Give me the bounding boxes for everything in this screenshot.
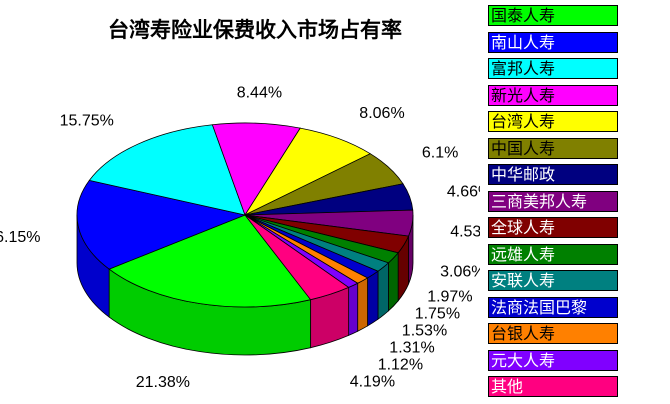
legend-label: 元大人寿 bbox=[491, 350, 556, 370]
legend-item: 南山人寿 bbox=[479, 29, 668, 56]
legend-label: 南山人寿 bbox=[491, 32, 556, 52]
data-label: 15.75% bbox=[60, 112, 114, 129]
pie-slice bbox=[244, 214, 350, 301]
pie-slice-side bbox=[357, 277, 368, 332]
data-label: 21.38% bbox=[136, 374, 190, 391]
pie-sides bbox=[76, 214, 414, 356]
legend-item: 全球人寿 bbox=[479, 214, 668, 241]
pie-slice bbox=[76, 179, 247, 270]
pie-slice bbox=[211, 122, 301, 216]
legend-item: 其他 bbox=[479, 373, 668, 400]
legend-item: 法商法国巴黎 bbox=[479, 294, 668, 321]
legend-swatch bbox=[488, 58, 618, 79]
legend-label: 中国人寿 bbox=[491, 138, 556, 158]
legend-label: 新光人寿 bbox=[491, 85, 556, 105]
legend-swatch bbox=[488, 243, 618, 265]
legend-swatch bbox=[488, 31, 618, 53]
legend-item: 台银人寿 bbox=[479, 320, 668, 347]
legend-item: 新光人寿 bbox=[479, 82, 668, 109]
data-label: 1.12% bbox=[378, 356, 423, 373]
legend-label: 其他 bbox=[491, 377, 524, 396]
pie-slice bbox=[88, 124, 246, 216]
legend-swatch bbox=[488, 84, 618, 106]
pie-slice bbox=[108, 214, 312, 308]
legend-item: 安联人寿 bbox=[479, 267, 668, 294]
legend-item: 元大人寿 bbox=[479, 347, 668, 374]
legend-swatch bbox=[488, 111, 618, 132]
legend-item: 中国人寿 bbox=[479, 135, 668, 162]
legend-swatch bbox=[488, 5, 618, 26]
legend-label: 安联人寿 bbox=[491, 271, 556, 290]
legend-item: 富邦人寿 bbox=[479, 55, 668, 82]
data-label: 1.31% bbox=[389, 339, 434, 356]
legend-swatch bbox=[488, 137, 618, 159]
legend-swatch bbox=[488, 164, 618, 185]
legend-label: 全球人寿 bbox=[491, 218, 556, 237]
data-label: 1.53% bbox=[402, 322, 447, 339]
legend-label: 中华邮政 bbox=[491, 165, 556, 184]
legend-swatch bbox=[488, 349, 618, 371]
legend-item: 国泰人寿 bbox=[479, 2, 668, 29]
data-label: 1.97% bbox=[427, 288, 472, 305]
legend-label: 台湾人寿 bbox=[491, 112, 556, 131]
legend-item: 远雄人寿 bbox=[479, 241, 668, 268]
data-labels: 21.38% 16.15% 15.75% 8.44% 8.06% 6.1% 4.66% 4.5… bbox=[0, 84, 480, 391]
legend-item: 台湾人寿 bbox=[479, 108, 668, 135]
pie-slice-side bbox=[377, 261, 389, 320]
legend-label: 远雄人寿 bbox=[491, 244, 556, 264]
legend-swatch bbox=[488, 323, 618, 344]
data-label: 4.66% bbox=[447, 183, 480, 200]
pie-chart: 21.38% 16.15% 15.75% 8.44% 8.06% 6.1% 4.66% 4.5… bbox=[0, 84, 480, 391]
legend-swatch bbox=[488, 217, 618, 238]
legend-label: 富邦人寿 bbox=[491, 59, 556, 78]
legend-swatch bbox=[488, 270, 618, 291]
data-label: 8.06% bbox=[359, 105, 404, 122]
pie-slice-side bbox=[367, 270, 379, 327]
legend: 国泰人寿南山人寿富邦人寿新光人寿台湾人寿中国人寿中华邮政三商美邦人寿 全球人寿远雄… bbox=[479, 2, 668, 400]
pie-slice-side bbox=[348, 282, 359, 337]
data-label: 4.19% bbox=[350, 373, 395, 390]
legend-item: 三商美邦人寿 bbox=[479, 188, 668, 215]
data-label: 6.1% bbox=[422, 145, 458, 162]
legend-label: 台银人寿 bbox=[491, 324, 556, 343]
legend-item: 中华邮政 bbox=[479, 161, 668, 188]
data-label: 4.53% bbox=[450, 223, 480, 240]
data-label: 16.15% bbox=[0, 229, 41, 246]
pie-top bbox=[76, 122, 414, 308]
legend-swatch bbox=[488, 190, 618, 212]
data-label: 1.75% bbox=[415, 305, 460, 322]
legend-label: 三商美邦人寿 bbox=[491, 191, 588, 211]
legend-label: 法商法国巴黎 bbox=[491, 297, 588, 317]
data-label: 3.06% bbox=[440, 263, 480, 280]
legend-label: 国泰人寿 bbox=[491, 6, 556, 25]
legend-swatch bbox=[488, 376, 618, 397]
data-label: 8.44% bbox=[237, 84, 282, 101]
chart-title: 台湾寿险业保费收入市场占有率 bbox=[108, 17, 402, 42]
legend-swatch bbox=[488, 296, 618, 318]
